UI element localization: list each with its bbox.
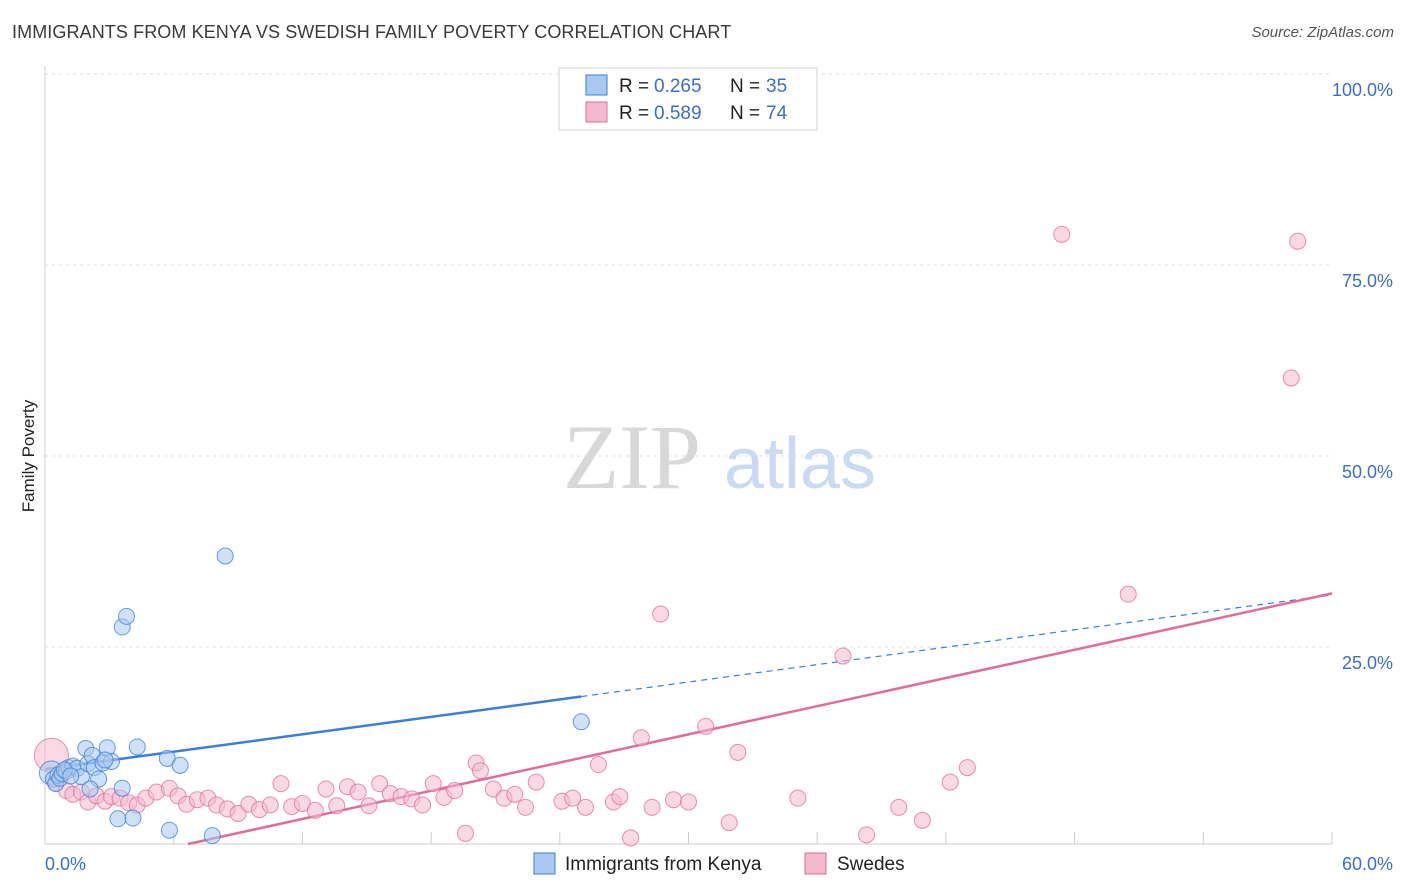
point-swedes-65 <box>729 743 747 761</box>
chart-title: IMMIGRANTS FROM KENYA VS SWEDISH FAMILY … <box>12 22 732 42</box>
point-swedes-34 <box>360 797 378 815</box>
point-swedes-62 <box>680 793 697 811</box>
y-axis-label: Family Poverty <box>19 399 38 512</box>
point-swedes-52 <box>564 789 582 807</box>
series-legend: Immigrants from Kenya Swedes <box>533 852 905 875</box>
point-swedes-63 <box>697 717 715 735</box>
trend-line-kenya <box>44 695 582 771</box>
point-swedes-68 <box>858 826 876 844</box>
point-swedes-71 <box>941 773 959 791</box>
y-tick-labels: 100.0% 75.0% 50.0% 25.0% <box>1332 80 1393 673</box>
point-swedes-43 <box>456 824 474 842</box>
series-legend-swatch-swedes <box>804 852 827 875</box>
x-tick-label-max: 60.0% <box>1342 854 1393 874</box>
point-swedes-29 <box>306 801 324 819</box>
point-swedes-30 <box>317 780 335 798</box>
point-swedes-75 <box>1282 369 1300 387</box>
legend-r-value-2: 0.589 <box>654 103 702 124</box>
point-kenya-23 <box>124 809 142 827</box>
x-tick-label-min: 0.0% <box>45 854 86 874</box>
point-swedes-56 <box>611 788 629 806</box>
series-legend-label-kenya: Immigrants from Kenya <box>565 854 762 875</box>
point-swedes-39 <box>414 796 432 814</box>
x-tick-labels: 0.0% 60.0% <box>45 854 1393 874</box>
trend-line-swedes <box>187 592 1333 846</box>
point-kenya-31 <box>81 780 99 798</box>
point-swedes-76 <box>1289 232 1307 250</box>
point-swedes-42 <box>446 782 464 800</box>
point-swedes-54 <box>589 756 607 774</box>
point-swedes-67 <box>834 647 852 665</box>
point-swedes-25 <box>261 796 279 814</box>
grid-lines <box>45 73 1333 844</box>
legend-n-label-2: N = <box>730 103 760 124</box>
series-legend-swatch-kenya <box>533 852 556 875</box>
point-kenya-26 <box>160 821 178 839</box>
point-swedes-49 <box>516 798 534 816</box>
point-swedes-69 <box>890 798 908 816</box>
point-swedes-74 <box>1119 585 1137 603</box>
legend-swatch-pink <box>585 101 608 123</box>
point-swedes-33 <box>349 783 367 801</box>
point-kenya-33 <box>62 767 80 785</box>
point-kenya-27 <box>171 756 189 774</box>
point-swedes-66 <box>789 789 807 807</box>
source-label: Source: ZipAtlas.com <box>1251 24 1394 41</box>
point-swedes-40 <box>424 775 442 793</box>
point-kenya-24 <box>128 738 146 756</box>
watermark-zip: ZIP <box>563 406 701 508</box>
point-swedes-50 <box>527 773 545 791</box>
point-swedes-70 <box>913 811 931 829</box>
point-swedes-58 <box>632 729 650 747</box>
legend-r-value-1: 0.265 <box>654 76 702 97</box>
y-tick-label-3: 25.0% <box>1342 653 1393 673</box>
legend-n-label-1: N = <box>730 76 760 97</box>
point-swedes-60 <box>652 605 670 623</box>
point-kenya-30 <box>572 713 590 731</box>
trend-lines <box>44 592 1333 846</box>
legend-swatch-blue <box>585 74 608 96</box>
series-legend-label-swedes: Swedes <box>837 854 905 875</box>
legend-r-label-2: R = <box>619 103 649 124</box>
point-swedes-61 <box>664 791 682 809</box>
point-kenya-29 <box>216 547 234 565</box>
trend-line-kenya-extension <box>581 594 1333 698</box>
point-kenya-20 <box>113 779 131 797</box>
point-swedes-53 <box>577 798 595 816</box>
axes <box>44 66 1332 845</box>
point-kenya-28 <box>203 827 221 845</box>
point-swedes-48 <box>506 785 524 803</box>
legend-n-value-2: 74 <box>766 103 788 124</box>
point-swedes-59 <box>643 798 661 816</box>
data-points <box>33 225 1307 847</box>
y-tick-label-2: 50.0% <box>1342 462 1393 482</box>
watermark: ZIP atlas <box>563 406 876 508</box>
stats-legend: R = 0.265 N = 35 R = 0.589 N = 74 <box>558 67 818 131</box>
point-swedes-72 <box>958 759 976 777</box>
y-tick-label-1: 75.0% <box>1342 271 1393 291</box>
legend-n-value-1: 35 <box>766 76 787 97</box>
y-tick-label-0: 100.0% <box>1332 80 1393 100</box>
point-kenya-22 <box>118 607 136 625</box>
point-swedes-31 <box>328 797 346 815</box>
point-swedes-73 <box>1053 225 1071 243</box>
point-kenya-34 <box>96 751 114 769</box>
point-swedes-57 <box>622 829 640 847</box>
watermark-atlas: atlas <box>724 424 876 504</box>
point-kenya-19 <box>109 810 127 828</box>
point-swedes-64 <box>720 814 738 832</box>
point-swedes-26 <box>272 775 290 793</box>
point-swedes-35 <box>371 775 389 793</box>
point-swedes-45 <box>471 762 489 780</box>
legend-r-label-1: R = <box>619 76 649 97</box>
